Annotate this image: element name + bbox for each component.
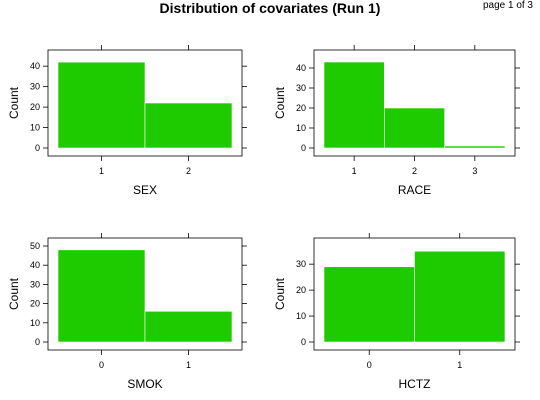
y-tick-label: 10 bbox=[296, 123, 306, 133]
x-axis-label: SEX bbox=[133, 183, 157, 197]
y-tick-label: 40 bbox=[30, 61, 40, 71]
histogram-bar bbox=[144, 102, 233, 149]
y-tick-label: 30 bbox=[296, 83, 306, 93]
y-tick-label: 0 bbox=[301, 143, 306, 153]
x-tick-label: 0 bbox=[99, 360, 104, 370]
x-tick-label: 1 bbox=[186, 360, 191, 370]
y-tick-label: 10 bbox=[30, 318, 40, 328]
y-axis-label: Count bbox=[7, 277, 21, 310]
histogram-bar bbox=[414, 250, 506, 343]
histogram-bar bbox=[384, 107, 445, 149]
y-tick-label: 10 bbox=[30, 123, 40, 133]
plot-frame bbox=[47, 49, 243, 157]
x-tick-label: 2 bbox=[412, 166, 417, 176]
panel-sex: 0 10 20 30 40 1 2 SEX Count bbox=[7, 45, 247, 197]
histogram-bar bbox=[323, 266, 415, 343]
y-tick-label: 0 bbox=[35, 337, 40, 347]
y-axis-label: Count bbox=[273, 277, 287, 310]
plot-frame bbox=[47, 237, 243, 351]
x-tick-label: 0 bbox=[367, 360, 372, 370]
histogram-bar bbox=[57, 249, 146, 343]
x-tick-label: 1 bbox=[352, 166, 357, 176]
y-tick-label: 20 bbox=[296, 285, 306, 295]
y-tick-label: 20 bbox=[296, 103, 306, 113]
x-tick-label: 3 bbox=[472, 166, 477, 176]
panel-hctz: 0 10 20 30 0 1 HCTZ Count bbox=[273, 233, 520, 391]
x-axis-label: SMOK bbox=[127, 377, 162, 391]
y-axis-label: Count bbox=[273, 86, 287, 119]
panel-smok: 0 10 20 30 40 50 0 1 SMOK Count bbox=[7, 233, 247, 391]
y-tick-label: 10 bbox=[296, 311, 306, 321]
x-axis-label: RACE bbox=[398, 183, 431, 197]
y-tick-label: 20 bbox=[30, 102, 40, 112]
y-tick-label: 30 bbox=[30, 279, 40, 289]
histogram-bar bbox=[144, 310, 233, 343]
page-indicator: page 1 of 3 bbox=[482, 0, 533, 11]
y-tick-label: 30 bbox=[296, 259, 306, 269]
plot-frame bbox=[313, 237, 516, 351]
histogram-bar bbox=[57, 61, 146, 149]
y-axis-label: Count bbox=[7, 86, 21, 119]
histogram-bar bbox=[323, 61, 385, 149]
x-axis-label: HCTZ bbox=[399, 377, 431, 391]
histogram-bar bbox=[444, 145, 506, 149]
panel-race: 0 10 20 30 40 1 2 3 RACE Count bbox=[273, 45, 520, 197]
y-tick-label: 40 bbox=[30, 260, 40, 270]
y-tick-label: 0 bbox=[35, 143, 40, 153]
y-tick-label: 40 bbox=[296, 63, 306, 73]
y-tick-label: 30 bbox=[30, 82, 40, 92]
x-tick-label: 1 bbox=[457, 360, 462, 370]
y-tick-label: 50 bbox=[30, 241, 40, 251]
x-tick-label: 1 bbox=[99, 166, 104, 176]
y-tick-label: 20 bbox=[30, 299, 40, 309]
y-tick-label: 0 bbox=[301, 337, 306, 347]
figure-title: Distribution of covariates (Run 1) bbox=[159, 0, 381, 16]
x-tick-label: 2 bbox=[186, 166, 191, 176]
